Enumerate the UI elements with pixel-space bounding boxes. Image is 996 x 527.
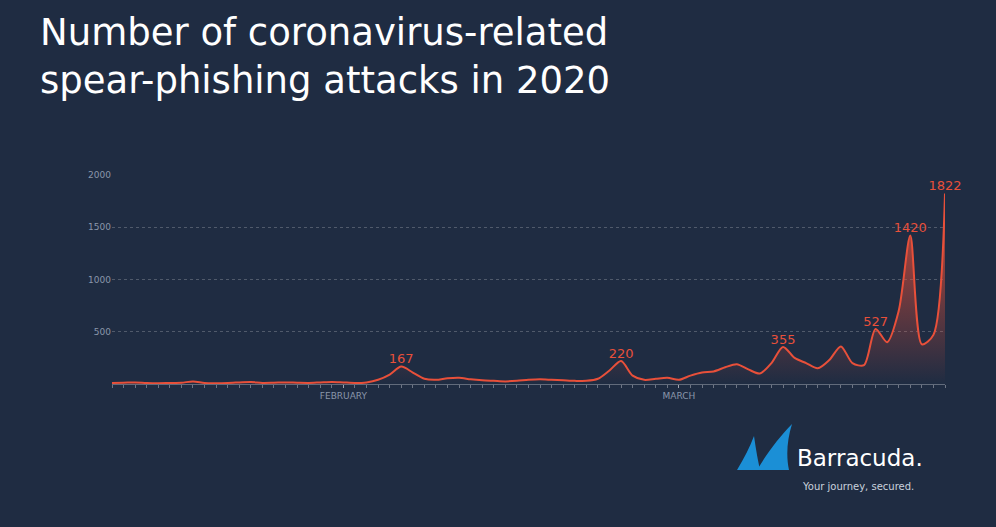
svg-text:1822: 1822	[928, 178, 961, 193]
svg-text:167: 167	[389, 351, 414, 366]
svg-text:1420: 1420	[894, 220, 927, 235]
svg-text:1000: 1000	[88, 275, 111, 285]
svg-text:220: 220	[609, 346, 634, 361]
svg-text:527: 527	[863, 314, 888, 329]
svg-text:500: 500	[94, 327, 111, 337]
svg-text:Your journey, secured.: Your journey, secured.	[802, 481, 914, 492]
svg-text:Number of coronavirus-relateds: Number of coronavirus-relatedspear-phish…	[40, 11, 610, 102]
svg-text:355: 355	[771, 332, 796, 347]
svg-text:2000: 2000	[88, 170, 111, 180]
svg-text:FEBRUARY: FEBRUARY	[320, 391, 368, 401]
svg-text:MARCH: MARCH	[663, 391, 696, 401]
svg-text:1500: 1500	[88, 222, 111, 232]
svg-text:Barracuda.: Barracuda.	[797, 445, 923, 471]
